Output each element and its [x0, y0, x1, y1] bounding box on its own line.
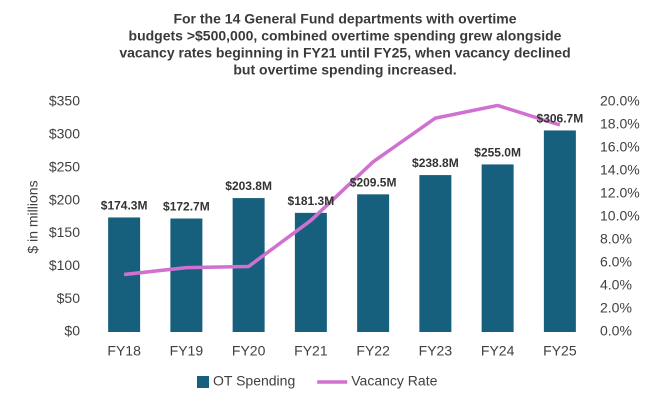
bar [481, 164, 514, 332]
y-tick-label: $100 [49, 257, 80, 273]
x-tick-label: FY23 [419, 343, 453, 359]
legend-swatch [197, 376, 209, 388]
y-tick-label: $0 [64, 323, 80, 339]
y2-tick-label: 12.0% [600, 185, 640, 201]
chart-title: vacancy rates beginning in FY21 until FY… [119, 45, 570, 61]
value-label: $238.8M [412, 156, 459, 170]
legend-label: Vacancy Rate [351, 373, 437, 389]
y2-tick-label: 18.0% [600, 116, 640, 132]
y-axis-label: $ in millions [25, 180, 41, 253]
x-tick-label: FY20 [232, 343, 266, 359]
bar [294, 212, 327, 332]
y-tick-label: $300 [49, 126, 80, 142]
x-tick-label: FY19 [170, 343, 204, 359]
chart-title: For the 14 General Fund departments with… [173, 11, 516, 27]
bar [170, 218, 203, 332]
y2-tick-label: 4.0% [600, 277, 632, 293]
x-tick-label: FY24 [481, 343, 515, 359]
y2-tick-label: 0.0% [600, 323, 632, 339]
bar [543, 130, 576, 332]
y2-tick-label: 16.0% [600, 139, 640, 155]
y-tick-label: $50 [57, 290, 81, 306]
x-tick-label: FY21 [294, 343, 328, 359]
y2-tick-label: 8.0% [600, 231, 632, 247]
y-tick-label: $150 [49, 224, 80, 240]
bar [419, 175, 452, 332]
value-label: $203.8M [225, 179, 272, 193]
y2-tick-label: 10.0% [600, 208, 640, 224]
y2-tick-label: 2.0% [600, 300, 632, 316]
x-tick-label: FY18 [107, 343, 141, 359]
x-tick-label: FY25 [543, 343, 577, 359]
y-tick-label: $250 [49, 158, 80, 174]
value-label: $172.7M [163, 200, 210, 214]
value-label: $181.3M [288, 194, 335, 208]
legend-label: OT Spending [213, 373, 295, 389]
x-tick-label: FY22 [356, 343, 390, 359]
y2-tick-label: 6.0% [600, 254, 632, 270]
y2-tick-label: 14.0% [600, 162, 640, 178]
line [123, 103, 561, 277]
value-label: $174.3M [101, 199, 148, 213]
y-tick-label: $200 [49, 191, 80, 207]
chart-title: but overtime spending increased. [233, 62, 456, 78]
chart-title: budgets >$500,000, combined overtime spe… [129, 28, 562, 44]
value-label: $209.5M [350, 176, 397, 190]
y-tick-label: $350 [49, 93, 80, 109]
value-label: $306.7M [537, 112, 584, 126]
bar [357, 194, 390, 332]
y2-tick-label: 20.0% [600, 93, 640, 109]
value-label: $255.0M [474, 146, 521, 160]
